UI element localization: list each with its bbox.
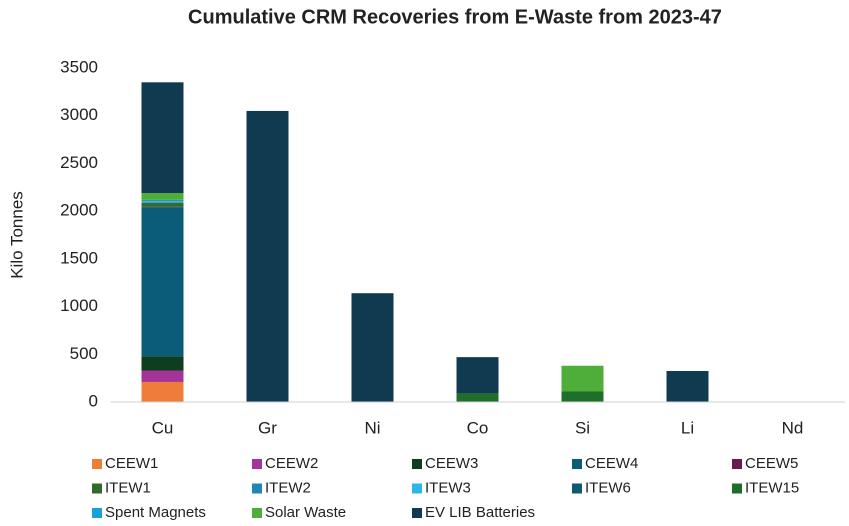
- legend-swatch: [732, 483, 742, 494]
- legend-label: ITEW6: [585, 479, 631, 496]
- chart-title: Cumulative CRM Recoveries from E-Waste f…: [188, 6, 722, 28]
- bar-segment: [141, 201, 184, 203]
- bar-segment: [456, 357, 499, 394]
- legend-swatch: [92, 483, 102, 494]
- y-tick-label: 2500: [60, 153, 98, 172]
- legend-swatch: [572, 483, 582, 494]
- y-tick-label: 1500: [60, 248, 98, 267]
- legend-swatch: [732, 459, 742, 469]
- x-tick-label: Cu: [152, 418, 174, 437]
- legend-label: EV LIB Batteries: [425, 504, 535, 521]
- x-tick-label: Si: [575, 418, 590, 437]
- legend-swatch: [572, 459, 582, 469]
- bar-segment: [666, 370, 709, 402]
- legend-label: CEEW2: [265, 455, 318, 472]
- y-tick-label: 2000: [60, 201, 98, 220]
- legend-swatch: [252, 508, 262, 518]
- legend-label: ITEW1: [105, 479, 151, 496]
- legend-label: Spent Magnets: [105, 504, 206, 521]
- legend-swatch: [252, 459, 262, 469]
- legend-label: ITEW2: [265, 479, 311, 496]
- y-tick-label: 3500: [60, 57, 98, 76]
- legend-label: CEEW5: [745, 455, 798, 472]
- x-tick-label: Gr: [258, 418, 277, 437]
- bar-segment: [141, 207, 184, 357]
- y-tick-label: 0: [89, 391, 98, 410]
- x-tick-label: Co: [467, 418, 489, 437]
- bar-segment: [456, 393, 499, 402]
- bar-segment: [561, 365, 604, 392]
- bar-segment: [351, 293, 394, 402]
- bar-segment: [246, 110, 289, 402]
- legend-swatch: [92, 459, 102, 469]
- bar-segment: [561, 391, 604, 402]
- bar-segment: [141, 82, 184, 194]
- legend-label: Solar Waste: [265, 504, 346, 521]
- x-tick-label: Nd: [782, 418, 804, 437]
- legend-label: ITEW15: [745, 479, 799, 496]
- legend-swatch: [92, 508, 102, 518]
- bar-segment: [141, 381, 184, 402]
- legend-swatch: [412, 508, 422, 518]
- x-tick-label: Ni: [364, 418, 380, 437]
- bar-segment: [141, 370, 184, 382]
- legend-swatch: [412, 483, 422, 494]
- y-tick-label: 3000: [60, 105, 98, 124]
- y-axis-label: Kilo Tonnes: [7, 191, 26, 279]
- legend-swatch: [412, 459, 422, 469]
- bar-segment: [141, 193, 184, 200]
- legend-label: ITEW3: [425, 479, 471, 496]
- legend-swatch: [252, 483, 262, 494]
- bar-segment: [141, 356, 184, 371]
- y-tick-label: 500: [70, 344, 98, 363]
- y-tick-label: 1000: [60, 296, 98, 315]
- bar-segment: [141, 203, 184, 207]
- legend-label: CEEW4: [585, 455, 638, 472]
- legend-label: CEEW1: [105, 455, 158, 472]
- legend-label: CEEW3: [425, 455, 478, 472]
- x-tick-label: Li: [681, 418, 694, 437]
